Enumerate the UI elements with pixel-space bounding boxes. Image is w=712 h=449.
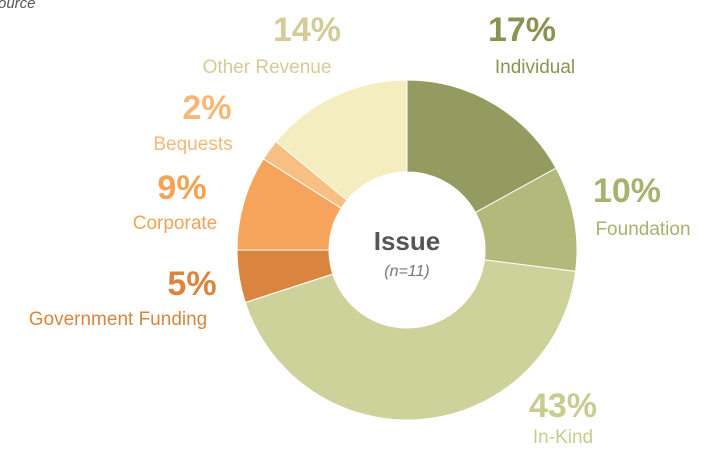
percent-label: 14% xyxy=(273,11,341,49)
category-label: Corporate xyxy=(133,213,218,234)
percent-label: 5% xyxy=(167,265,216,303)
percent-label: 43% xyxy=(529,387,597,425)
center-note: (n=11) xyxy=(384,263,430,280)
category-label: Bequests xyxy=(153,134,232,155)
category-label: Foundation xyxy=(595,219,690,240)
percent-label: 2% xyxy=(182,89,231,127)
percent-label: 17% xyxy=(488,11,556,49)
percent-label: 9% xyxy=(157,169,206,207)
category-label: In-Kind xyxy=(533,427,593,448)
category-label: Individual xyxy=(495,57,575,78)
percent-label: 10% xyxy=(593,172,661,210)
donut-segment xyxy=(236,249,334,304)
category-label: Government Funding xyxy=(29,309,208,330)
donut-segment xyxy=(406,79,557,214)
category-label: Other Revenue xyxy=(203,57,332,78)
subtitle: ource xyxy=(0,0,36,12)
donut-segment xyxy=(244,259,577,421)
donut-segment xyxy=(236,158,342,251)
center-title: Issue xyxy=(374,226,441,256)
donut-segment xyxy=(262,140,348,209)
donut-segment xyxy=(474,167,578,272)
